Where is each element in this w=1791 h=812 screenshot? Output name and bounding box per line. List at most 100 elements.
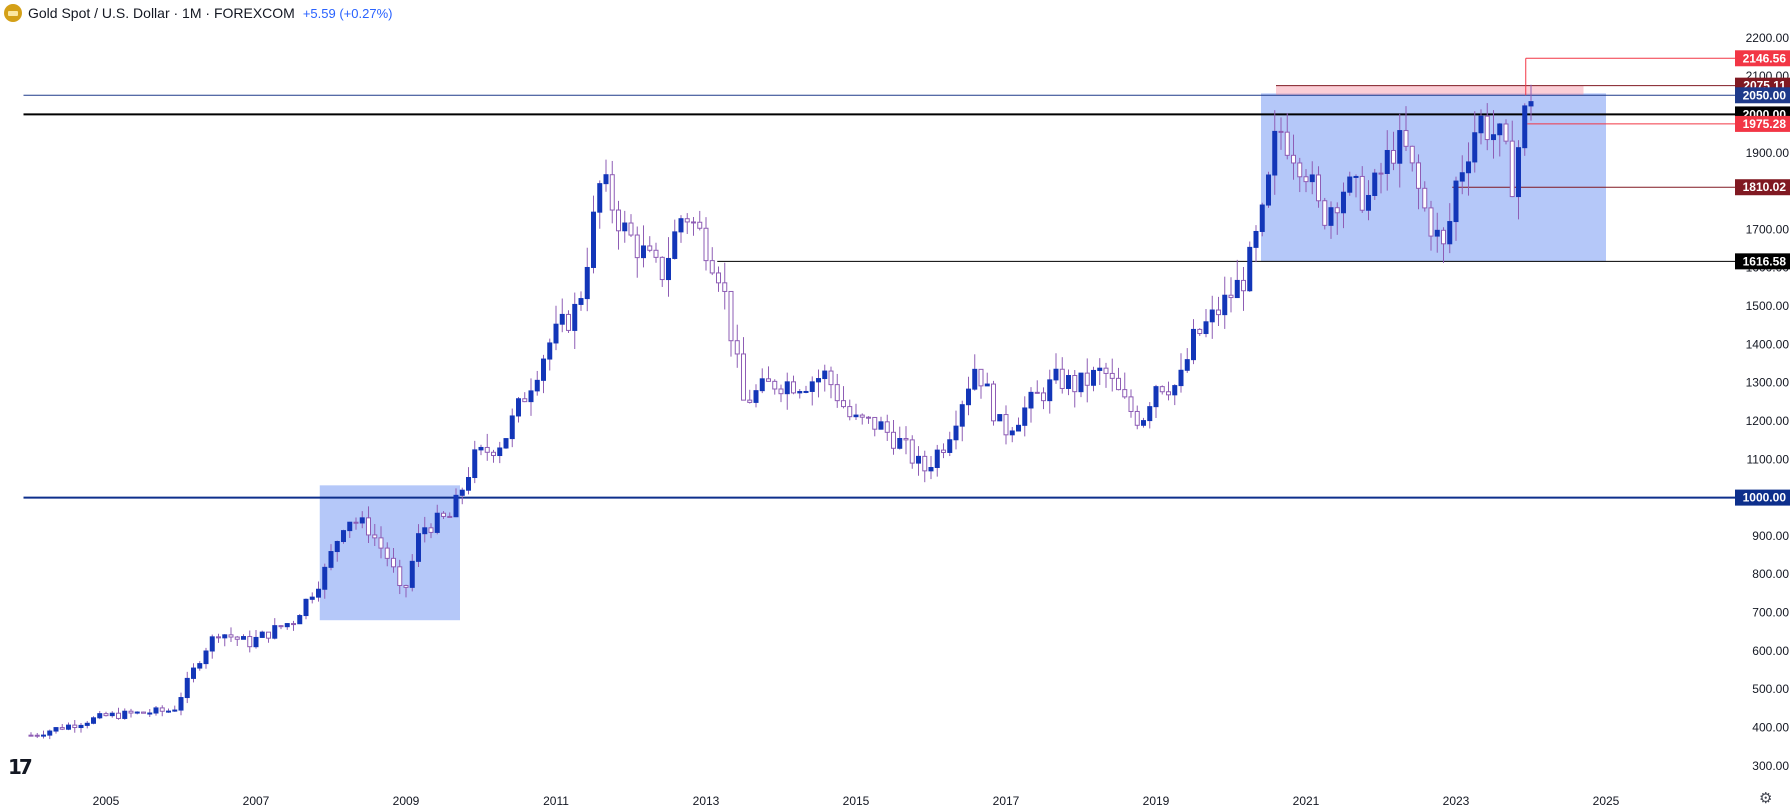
candle-body (578, 298, 584, 305)
candle-body (1066, 375, 1071, 389)
candle-body (1372, 172, 1378, 196)
y-tick-label: 1300.00 (1746, 376, 1790, 390)
candle (409, 554, 415, 592)
candle-body (1253, 230, 1259, 248)
settings-gear-icon[interactable]: ⚙ (1759, 790, 1773, 807)
candle (1428, 200, 1434, 251)
candle (797, 389, 803, 399)
candle-body (1359, 175, 1365, 211)
symbol-header[interactable]: Gold Spot / U.S. Dollar · 1M · FOREXCOM … (4, 3, 392, 23)
candle (553, 305, 559, 351)
candle-body (1091, 369, 1096, 386)
candle (828, 366, 834, 399)
tradingview-logo-icon[interactable]: 17 (8, 755, 33, 779)
candle (172, 705, 178, 712)
time-axis[interactable]: 2005 2007 2009 2011 2013 2015 2017 2019 2021 2023… (93, 794, 1620, 808)
candle-body (334, 541, 340, 553)
candle-body (1259, 204, 1265, 232)
candle-body (534, 379, 540, 392)
candle (28, 732, 34, 737)
candle (266, 631, 271, 643)
candle-body (247, 636, 253, 648)
candle (1472, 111, 1478, 173)
candle (1409, 145, 1415, 172)
candle-body (866, 416, 871, 419)
price-level-labels: 2146.562075.112050.002000.001975.281810.… (1735, 50, 1790, 506)
price-axis[interactable]: 300.00 400.00 500.00 600.00 700.00 800.00 900.… (1746, 31, 1790, 773)
candle-body (541, 358, 546, 381)
candle (1484, 103, 1490, 151)
candle (528, 378, 534, 416)
candle-body (1309, 174, 1315, 183)
candle-body (591, 211, 596, 268)
candle (666, 237, 671, 297)
x-tick-label: 2007 (243, 794, 270, 808)
candle-body (1184, 359, 1190, 371)
candle-body (41, 734, 46, 737)
candle (359, 511, 365, 529)
candle-body (147, 712, 153, 715)
candle (484, 433, 490, 461)
x-tick-label: 2013 (693, 794, 720, 808)
candle-body (1284, 131, 1290, 156)
candle (1241, 267, 1246, 311)
candle (978, 368, 984, 399)
candle-body (1103, 367, 1109, 374)
candle (616, 200, 621, 250)
candle-body (941, 449, 946, 453)
candle-body (622, 222, 628, 232)
candle-body (722, 282, 728, 292)
candle (609, 160, 615, 224)
candle-body (822, 370, 828, 380)
candle (1053, 353, 1059, 384)
candle-body (266, 631, 271, 639)
candle (466, 467, 471, 495)
candle-body (1278, 130, 1284, 133)
candle-body (72, 724, 78, 729)
candle-body (947, 439, 953, 453)
candle (103, 711, 109, 717)
candle (253, 630, 259, 649)
candle (1209, 295, 1215, 339)
candle-body (478, 446, 484, 451)
candle-body (1203, 321, 1209, 335)
candle (966, 376, 971, 416)
candle-body (553, 323, 559, 344)
x-tick-label: 2017 (993, 794, 1020, 808)
y-tick-label: 1400.00 (1746, 337, 1790, 351)
candle-body (1172, 385, 1178, 396)
candle-body (1378, 172, 1384, 175)
candle (697, 210, 703, 231)
candle (1153, 384, 1159, 419)
candle-body (1134, 410, 1140, 426)
candle (197, 661, 203, 671)
candle-body (203, 650, 209, 665)
candle (353, 517, 359, 530)
candle-body (1097, 367, 1103, 371)
candle (1447, 203, 1453, 254)
candle-body (734, 340, 740, 355)
candle (959, 400, 965, 442)
candle (1278, 117, 1284, 150)
candle-body (1047, 379, 1053, 402)
candle-body (747, 399, 753, 403)
candle (1047, 369, 1053, 414)
candle-body (603, 174, 609, 185)
x-tick-label: 2023 (1443, 794, 1470, 808)
candle (1416, 154, 1421, 210)
price-tag-label: 1000.00 (1743, 491, 1787, 505)
resistance-zone (1276, 85, 1584, 96)
candle-body (528, 390, 534, 403)
candle (97, 711, 103, 720)
price-level-lines (23, 57, 1735, 499)
candle (216, 633, 221, 643)
candle (1059, 357, 1065, 394)
candle-body (1078, 372, 1084, 393)
candle (1491, 110, 1496, 159)
candle (503, 438, 509, 449)
candle-body (84, 722, 90, 726)
candle-body (691, 221, 696, 224)
candle (1359, 166, 1365, 213)
candle-body (1384, 149, 1390, 174)
